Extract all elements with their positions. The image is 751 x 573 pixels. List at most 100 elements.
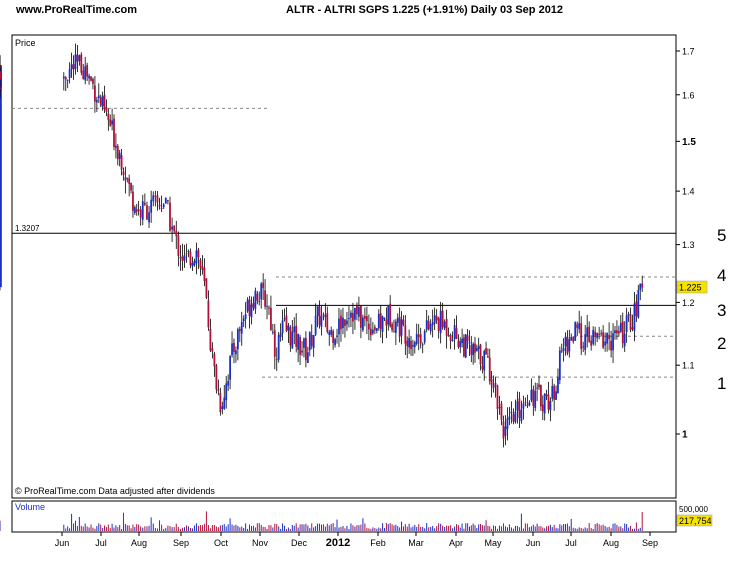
level-annotation: 4 — [717, 266, 726, 285]
candle-body — [187, 250, 190, 252]
candle-body — [522, 403, 525, 409]
y-tick-label: 1.6 — [682, 90, 695, 100]
candle-body — [173, 225, 176, 232]
candle-body — [277, 334, 280, 360]
candle-body — [419, 334, 422, 344]
candle-body — [260, 283, 263, 300]
candle-body — [70, 64, 73, 70]
candle-body — [238, 328, 241, 332]
candle-body — [379, 313, 382, 330]
candle-body — [557, 377, 559, 393]
candle-body — [229, 356, 231, 380]
candle-body — [524, 402, 527, 404]
candle-body — [421, 344, 424, 346]
candle-body — [394, 321, 397, 333]
candle-body — [433, 315, 436, 324]
x-axis-labels: Jun Jul Aug Sep Oct Nov Dec 2012 Feb Mar Apr May Jun… — [55, 532, 658, 549]
candle-body — [570, 336, 573, 341]
candle-body — [377, 313, 380, 329]
candle-body — [256, 293, 259, 301]
candle-body — [326, 313, 329, 332]
candle-body — [402, 319, 405, 325]
candle-body — [393, 331, 395, 333]
last-price-badge — [676, 280, 708, 294]
candle-body — [578, 322, 581, 330]
candle-body — [354, 307, 356, 320]
candle-body — [338, 318, 340, 335]
candle-body — [441, 310, 444, 328]
candle-body — [244, 314, 247, 319]
candle-body — [62, 76, 65, 79]
y-tick-label: 1.7 — [682, 47, 695, 57]
level-annotation: 2 — [717, 334, 726, 353]
candle-body — [130, 182, 132, 191]
candle-body — [273, 330, 276, 357]
candle-body — [502, 421, 505, 439]
candle-body — [103, 94, 106, 110]
candle-body — [94, 85, 96, 102]
candle-body — [275, 359, 278, 361]
candle-body — [459, 341, 462, 347]
candle-body — [528, 402, 531, 406]
x-tick-label: Nov — [252, 538, 269, 548]
candle-body — [207, 300, 210, 328]
candle-body — [398, 316, 401, 337]
candle-body — [185, 253, 188, 255]
candle-body — [120, 155, 123, 170]
candle-body — [457, 340, 460, 347]
candle-body — [128, 178, 131, 184]
candle-body — [107, 113, 110, 120]
candle-body — [510, 411, 513, 414]
candle-body — [169, 202, 171, 231]
candle-body — [566, 337, 569, 354]
candle-body — [133, 207, 136, 213]
candle-body — [166, 200, 169, 202]
candle-body — [415, 333, 418, 344]
candle-body — [604, 341, 607, 346]
candle-body — [101, 96, 104, 107]
candle-body — [152, 195, 155, 202]
candle-body — [543, 393, 546, 414]
x-tick-label: Sep — [642, 538, 658, 548]
candle-body — [373, 327, 376, 331]
candle-body — [479, 344, 482, 365]
candle-body — [614, 330, 616, 334]
candle-body — [76, 54, 79, 62]
candle-body — [600, 333, 603, 335]
candle-body — [342, 317, 344, 329]
candle-body — [297, 333, 300, 350]
x-tick-label: Jun — [55, 538, 70, 548]
candle-body — [598, 333, 601, 335]
candle-body — [340, 315, 342, 330]
candle-body — [248, 299, 251, 316]
candle-body — [494, 382, 497, 387]
candle-body — [586, 327, 589, 337]
x-tick-label: Dec — [291, 538, 308, 548]
candle-body — [425, 320, 428, 330]
candle-body — [580, 323, 583, 349]
candle-body — [468, 342, 471, 344]
volume-panel-label: Volume — [15, 502, 45, 512]
candle-body — [203, 267, 206, 282]
candle-body — [560, 350, 563, 352]
candle-body — [534, 390, 537, 409]
y-tick-label: 1.2 — [682, 298, 695, 308]
candle-body — [427, 320, 430, 329]
candle-body — [303, 338, 305, 348]
candle-body — [254, 290, 257, 310]
footer-note: © ProRealTime.com Data adjusted after di… — [15, 486, 215, 496]
candle-body — [322, 314, 325, 316]
candle-body — [612, 333, 614, 351]
candle-body — [408, 338, 411, 348]
candle-body — [193, 260, 196, 266]
candle-body — [623, 333, 626, 347]
candle-body — [154, 195, 157, 197]
x-tick-label: 2012 — [326, 537, 350, 549]
candle-body — [367, 323, 370, 330]
candle-body — [306, 352, 309, 363]
candle-body — [363, 316, 366, 319]
candle-body — [86, 65, 89, 77]
candle-body — [233, 342, 235, 352]
candle-body — [574, 322, 577, 341]
candle-body — [250, 304, 253, 318]
